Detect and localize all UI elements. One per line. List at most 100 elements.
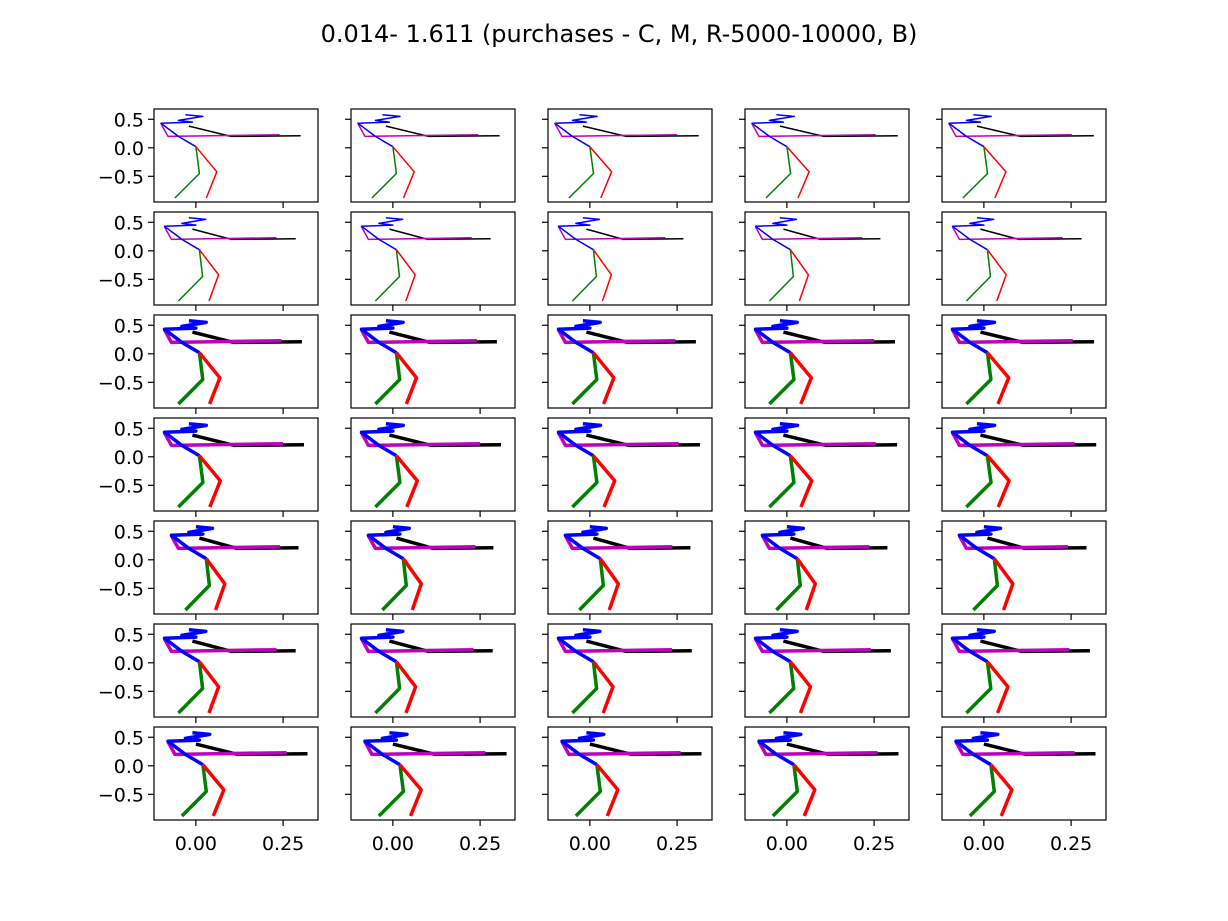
series-line-4	[589, 146, 613, 199]
y-tick-label: −0.5	[98, 784, 144, 806]
x-tick-label: 0.00	[569, 833, 611, 855]
series-line-3	[374, 455, 402, 509]
x-tick-label: 0.25	[262, 833, 304, 855]
series-line-1	[751, 123, 876, 138]
subplot-r4-c5	[936, 417, 1107, 517]
subplot-r3-c2	[345, 314, 516, 414]
subplot-r2-c2	[345, 211, 516, 311]
subplot-r7-c5: 0.00 0.25	[936, 726, 1107, 855]
subplot-r4-c3	[542, 417, 713, 517]
series-line-3	[374, 352, 402, 406]
series-line-3	[768, 661, 796, 715]
series-line-2	[753, 421, 800, 458]
series-line-1	[753, 328, 875, 345]
subplot-r2-c1: 0.5 0.0 −0.5	[98, 211, 319, 311]
y-tick-label: −0.5	[98, 166, 144, 188]
axes-frame	[153, 520, 319, 615]
subplot-r5-c2	[345, 520, 516, 620]
series-line-0	[389, 228, 491, 241]
series-line-1	[169, 534, 281, 551]
x-tick-label: 0.00	[766, 833, 808, 855]
series-line-1	[163, 226, 277, 241]
series-line-1	[162, 431, 284, 448]
series-line-3	[578, 558, 606, 612]
series-line-0	[385, 125, 500, 138]
series-line-0	[192, 228, 296, 241]
axes-frame	[153, 623, 319, 718]
y-tick-label: 0.5	[114, 109, 144, 131]
series-line-2	[948, 113, 992, 148]
series-line-2	[753, 627, 799, 664]
axes-frame	[941, 417, 1107, 512]
series-line-4	[395, 351, 419, 405]
axes-frame	[744, 520, 910, 615]
panel-grid: 0.5 0.0 −0.5 0.5 0.0 −0.5 0.5 0.0 −0.5 0.5 0.0 −0.5…	[98, 108, 1107, 855]
series-line-1	[556, 637, 673, 654]
series-line-4	[401, 557, 424, 611]
subplot-r5-c1: 0.5 0.0 −0.5	[98, 520, 319, 620]
series-line-2	[760, 524, 806, 561]
series-line-1	[162, 637, 277, 654]
series-line-1	[951, 226, 1063, 241]
subplot-r7-c3: 0.00 0.25	[542, 726, 713, 855]
y-tick-label: 0.5	[114, 521, 144, 543]
y-tick-label: 0.5	[114, 624, 144, 646]
series-line-4	[198, 454, 223, 508]
series-line-3	[377, 764, 406, 818]
series-line-3	[371, 146, 398, 199]
series-line-2	[751, 113, 796, 148]
series-line-4	[986, 249, 1007, 302]
series-line-0	[980, 228, 1082, 241]
series-line-4	[395, 660, 418, 714]
series-line-2	[563, 524, 609, 561]
axes-frame	[350, 417, 516, 512]
series-line-2	[556, 421, 603, 458]
y-tick-label: 0.0	[114, 756, 144, 778]
subplot-r1-c2	[345, 108, 516, 208]
series-line-3	[965, 455, 993, 509]
series-line-2	[162, 318, 208, 355]
series-line-3	[374, 249, 401, 302]
series-line-3	[775, 558, 803, 612]
axes-frame	[350, 520, 516, 615]
series-line-1	[366, 534, 476, 551]
y-tick-label: 0.0	[114, 550, 144, 572]
series-line-1	[360, 226, 472, 241]
series-line-1	[556, 431, 679, 448]
axes-frame	[744, 417, 910, 512]
series-line-4	[198, 660, 221, 714]
x-tick-label: 0.25	[853, 833, 895, 855]
axes-frame	[941, 108, 1107, 203]
y-tick-label: −0.5	[98, 372, 144, 394]
axes-frame	[744, 314, 910, 409]
series-line-4	[195, 146, 218, 199]
series-line-3	[962, 146, 989, 199]
series-line-2	[166, 730, 212, 767]
series-line-4	[398, 763, 423, 817]
series-line-2	[556, 627, 602, 664]
series-line-3	[184, 558, 212, 612]
y-tick-label: −0.5	[98, 269, 144, 291]
series-line-3	[174, 146, 201, 199]
subplot-r6-c1: 0.5 0.0 −0.5	[98, 623, 319, 723]
axes-frame	[350, 623, 516, 718]
series-line-4	[986, 660, 1010, 714]
series-line-2	[357, 113, 401, 148]
subplot-r4-c1: 0.5 0.0 −0.5	[98, 417, 319, 517]
subplot-r3-c3	[542, 314, 713, 414]
series-line-4	[592, 660, 615, 714]
x-tick-label: 0.25	[459, 833, 501, 855]
series-line-3	[968, 764, 997, 818]
subplot-r1-c5	[936, 108, 1107, 208]
axes-frame	[153, 211, 319, 306]
series-line-1	[166, 740, 287, 757]
subplot-r1-c3	[542, 108, 713, 208]
series-line-3	[972, 558, 1000, 612]
subplot-r5-c4	[739, 520, 910, 620]
series-line-4	[595, 763, 620, 817]
axes-frame	[350, 108, 516, 203]
series-line-4	[598, 557, 621, 611]
y-tick-label: 0.0	[114, 241, 144, 263]
series-line-3	[374, 661, 402, 715]
series-line-4	[201, 763, 226, 817]
